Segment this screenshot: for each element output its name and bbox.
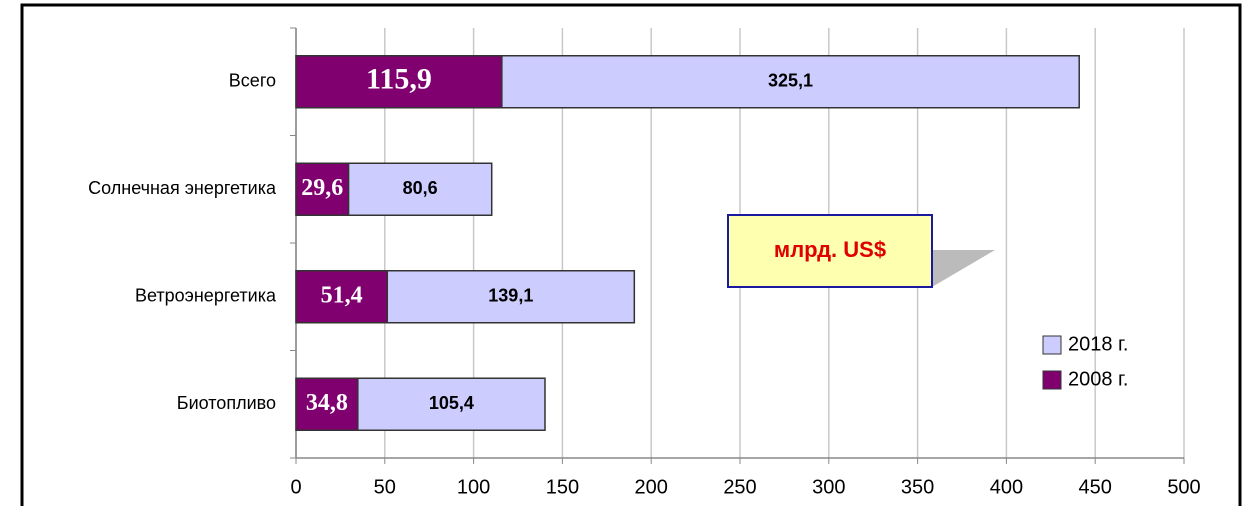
bars: Всего 115,9 325,1 Солнечная энергетика 29,6 8…	[88, 55, 1080, 431]
bar	[357, 377, 546, 431]
value-label: 115,9	[366, 63, 432, 96]
x-tick-label: 100	[457, 476, 490, 498]
callout-shadow	[932, 250, 995, 287]
legend-label: 2008 г.	[1068, 368, 1128, 390]
legend-swatch	[1042, 370, 1062, 390]
x-tick-label: 400	[990, 476, 1023, 498]
value-label: 34,8	[306, 390, 348, 416]
value-label: 105,4	[429, 393, 474, 413]
bar	[295, 377, 359, 431]
y-tick-label: Всего	[229, 71, 276, 91]
x-tick-label: 50	[374, 476, 396, 498]
y-tick-label: Солнечная энергетика	[88, 178, 277, 198]
x-tick-label: 0	[290, 476, 301, 498]
value-label: 325,1	[768, 71, 813, 91]
x-tick-label: 300	[812, 476, 845, 498]
x-tick-label: 350	[901, 476, 934, 498]
bar	[295, 270, 389, 324]
bar	[501, 55, 1080, 109]
bar	[386, 270, 636, 324]
value-label: 51,4	[321, 282, 363, 308]
x-tick-label: 450	[1079, 476, 1112, 498]
bar	[295, 55, 503, 109]
annotation: млрд. US$	[774, 237, 886, 262]
annotation-box	[727, 214, 933, 288]
legend-label: 2018 г.	[1068, 333, 1128, 355]
x-tick-label: 150	[546, 476, 579, 498]
y-tick-label: Биотопливо	[177, 393, 276, 413]
x-tick-label: 500	[1167, 476, 1200, 498]
bar	[347, 162, 493, 216]
legend-swatch	[1042, 335, 1062, 355]
x-tick-label: 250	[723, 476, 756, 498]
value-label: 29,6	[301, 175, 343, 201]
y-tick-label: Ветроэнергетика	[135, 286, 277, 306]
value-label: 80,6	[403, 178, 438, 198]
x-tick-label: 200	[635, 476, 668, 498]
value-label: 139,1	[488, 286, 533, 306]
